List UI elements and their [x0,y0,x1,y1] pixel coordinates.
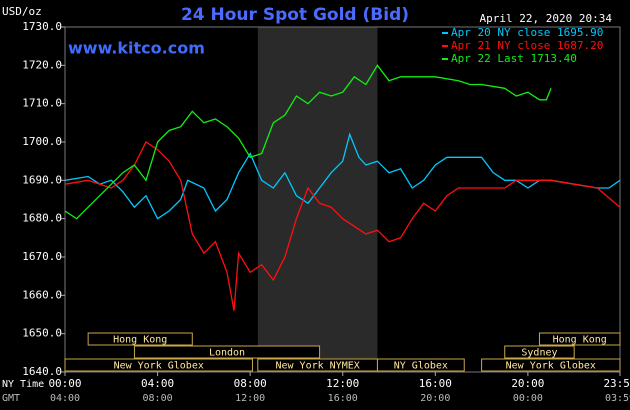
series-line [64,132,621,220]
session-label: Hong Kong [553,335,607,346]
session-label: NY Globex [394,361,448,372]
session-box [504,345,575,359]
x2-tick-label: 00:00 [513,393,543,404]
session-label: New York Globex [506,361,596,372]
legend-label: Apr 22 Last 1713.40 [451,52,577,65]
session-label: New York Globex [114,361,204,372]
x2-tick-label: 08:00 [143,393,173,404]
session-box [133,345,321,359]
x2-axis-label: GMT [2,393,20,404]
x2-tick-label: 20:00 [420,393,450,404]
legend-label: Apr 21 NY close 1687.20 [451,39,603,52]
series-line [64,141,621,311]
highlight-band [257,27,378,372]
x2-tick-label: 04:00 [50,393,80,404]
session-box [481,358,621,372]
x-tick-label: 00:00 [48,377,81,390]
session-box [87,332,193,346]
y-tick-label: 1710.0 [22,97,62,110]
x2-tick-label: 12:00 [235,393,265,404]
y-tick-label: 1690.0 [22,173,62,186]
x-tick-label: 08:00 [234,377,267,390]
x-tick-label: 23:59 [603,377,630,390]
session-label: Sydney [521,348,557,359]
y-tick-label: 1720.0 [22,58,62,71]
y-tick-label: 1730.0 [22,20,62,33]
y-tick-label: 1700.0 [22,135,62,148]
y-tick-label: 1670.0 [22,250,62,263]
x-tick-label: 20:00 [511,377,544,390]
session-label: Hong Kong [113,335,167,346]
session-box [376,358,465,372]
session-box [538,332,621,346]
series-line [64,64,552,220]
session-label: London [209,348,245,359]
y-unit: USD/oz [2,5,42,18]
x2-tick-label: 03:59 [605,393,630,404]
legend-label: Apr 20 NY close 1695.90 [451,26,603,39]
x-tick-label: 04:00 [141,377,174,390]
y-tick-label: 1640.0 [22,365,62,378]
session-label: New York NYMEX [275,361,359,372]
timestamp: April 22, 2020 20:34 [480,12,613,25]
chart-title: 24 Hour Spot Gold (Bid) [181,5,409,25]
x-axis-label: NY Time [2,379,44,390]
session-box [64,358,253,372]
y-tick-label: 1660.0 [22,288,62,301]
x-tick-label: 12:00 [326,377,359,390]
y-tick-label: 1680.0 [22,212,62,225]
y-tick-label: 1650.0 [22,327,62,340]
watermark: www.kitco.com [68,39,205,58]
x-tick-label: 16:00 [419,377,452,390]
x2-tick-label: 16:00 [328,393,358,404]
